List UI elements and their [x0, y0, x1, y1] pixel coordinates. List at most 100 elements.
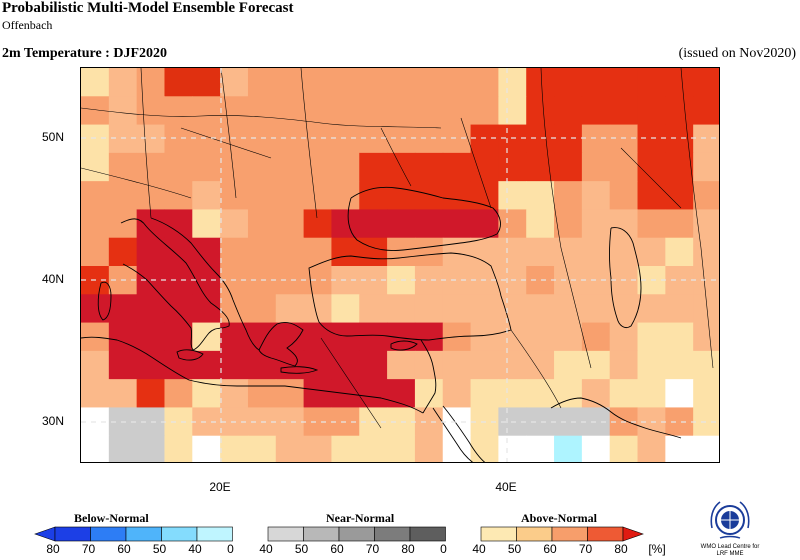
grid-cell — [442, 68, 472, 97]
grid-cell — [136, 124, 165, 154]
grid-cell — [693, 124, 719, 154]
grid-cell — [247, 435, 277, 462]
grid-cell — [637, 181, 666, 210]
colorbar-tick-label: 40 — [259, 542, 273, 556]
grid-cell — [693, 294, 719, 324]
grid-cell — [331, 435, 360, 462]
logo-line-1: WMO Lead Centre for — [700, 544, 760, 550]
grid-cell — [498, 322, 527, 352]
grid-cell — [693, 181, 719, 210]
map-canvas — [81, 68, 719, 462]
grid-cell — [275, 209, 305, 239]
grid-cell — [387, 181, 416, 210]
grid-cell — [554, 124, 583, 154]
grid-cell — [526, 266, 555, 295]
grid-cell — [637, 435, 666, 462]
grid-cell — [275, 152, 305, 182]
grid-cell — [136, 350, 165, 380]
grid-cell — [108, 379, 138, 408]
grid-cell — [359, 209, 388, 239]
grid-cell — [665, 124, 694, 154]
forecast-title: Probabilistic Multi-Model Ensemble Forec… — [2, 0, 294, 16]
grid-cell — [331, 68, 360, 97]
grid-cell — [220, 294, 249, 324]
grid-cell — [108, 322, 138, 352]
grid-cell — [136, 152, 165, 182]
grid-cell — [581, 124, 611, 154]
colorbar-near-segment — [338, 526, 375, 542]
grid-cell — [665, 209, 694, 239]
grid-cell — [136, 407, 165, 437]
grid-cell — [470, 435, 499, 462]
colorbar-tick-label: 70 — [365, 542, 380, 556]
grid-cell — [192, 237, 221, 267]
grid-cell — [136, 435, 165, 462]
grid-cell — [164, 266, 193, 295]
grid-cell — [220, 68, 249, 97]
grid-cell — [581, 322, 611, 352]
grid-cell — [164, 181, 193, 210]
grid-cell — [498, 96, 527, 126]
grid-cell — [609, 209, 639, 239]
grid-cell — [331, 124, 360, 154]
colorbar-tick-label: 50 — [294, 542, 309, 556]
grid-cell — [387, 350, 416, 380]
grid-cell — [164, 68, 193, 97]
grid-cell — [108, 209, 138, 239]
grid-cell — [247, 124, 277, 154]
grid-cell — [164, 152, 193, 182]
grid-cell — [414, 152, 444, 182]
colorbar-tick-label: 0 — [227, 542, 234, 556]
grid-cell — [665, 407, 694, 437]
grid-cell — [81, 322, 110, 352]
grid-cell — [247, 209, 277, 239]
grid-cell — [526, 181, 555, 210]
grid-cell — [220, 435, 249, 462]
grid-cell — [331, 96, 360, 126]
grid-cell — [414, 181, 444, 210]
lat-lon-gridlines — [81, 68, 719, 462]
grid-cell — [554, 266, 583, 295]
grid-cell — [442, 181, 472, 210]
grid-cell — [303, 124, 332, 154]
grid-cell — [108, 294, 138, 324]
grid-cell — [81, 350, 110, 380]
grid-cell — [108, 350, 138, 380]
grid-cell — [637, 237, 666, 267]
grid-cell — [581, 435, 611, 462]
grid-cell — [164, 350, 193, 380]
grid-cell — [693, 96, 719, 126]
grid-cell — [665, 152, 694, 182]
grid-cell — [554, 350, 583, 380]
lon-label-20e: 20E — [209, 480, 231, 494]
crete-outline — [280, 366, 319, 374]
cyprus-outline — [390, 340, 418, 351]
colorbar-above-segment — [516, 526, 553, 542]
grid-cell — [247, 379, 277, 408]
grid-cell — [498, 209, 527, 239]
grid-cell — [387, 68, 416, 97]
grid-cell — [359, 152, 388, 182]
grid-cell — [108, 152, 138, 182]
grid-cell — [609, 350, 639, 380]
grid-cell — [275, 294, 305, 324]
grid-cell — [609, 68, 639, 97]
colorbar-tick-label: 50 — [152, 542, 167, 556]
colorbar-arrow-left — [34, 526, 56, 542]
grid-cell — [693, 68, 719, 97]
grid-cell — [192, 68, 221, 97]
grid-cell — [498, 68, 527, 97]
grid-cell — [387, 124, 416, 154]
grid-cell — [81, 237, 110, 267]
grid-cell — [387, 294, 416, 324]
grid-cell — [220, 209, 249, 239]
grid-cell — [693, 209, 719, 239]
grid-cell — [192, 407, 221, 437]
grid-cell — [637, 152, 666, 182]
grid-cell — [609, 124, 639, 154]
grid-cell — [108, 181, 138, 210]
grid-cell — [192, 209, 221, 239]
grid-cell — [331, 237, 360, 267]
grid-cell — [470, 181, 499, 210]
grid-cell — [81, 435, 110, 462]
